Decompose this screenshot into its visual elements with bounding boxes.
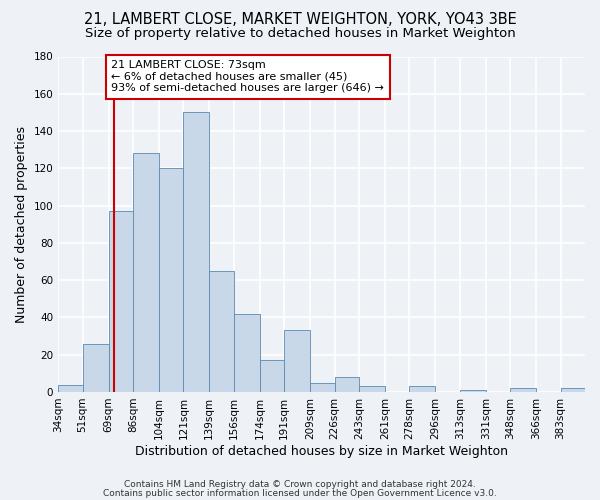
Bar [184, 112, 209, 392]
Bar [510, 388, 536, 392]
Bar [310, 382, 335, 392]
Bar [460, 390, 485, 392]
Text: Contains HM Land Registry data © Crown copyright and database right 2024.: Contains HM Land Registry data © Crown c… [124, 480, 476, 489]
Bar [234, 314, 260, 392]
Bar [409, 386, 435, 392]
Text: Contains public sector information licensed under the Open Government Licence v3: Contains public sector information licen… [103, 488, 497, 498]
Bar [260, 360, 284, 392]
Bar [335, 377, 359, 392]
Text: 21 LAMBERT CLOSE: 73sqm
← 6% of detached houses are smaller (45)
93% of semi-det: 21 LAMBERT CLOSE: 73sqm ← 6% of detached… [112, 60, 385, 94]
Y-axis label: Number of detached properties: Number of detached properties [15, 126, 28, 322]
Bar [109, 211, 133, 392]
Bar [159, 168, 184, 392]
Bar [58, 384, 83, 392]
Bar [359, 386, 385, 392]
Bar [133, 154, 159, 392]
Text: 21, LAMBERT CLOSE, MARKET WEIGHTON, YORK, YO43 3BE: 21, LAMBERT CLOSE, MARKET WEIGHTON, YORK… [83, 12, 517, 28]
X-axis label: Distribution of detached houses by size in Market Weighton: Distribution of detached houses by size … [135, 444, 508, 458]
Text: Size of property relative to detached houses in Market Weighton: Size of property relative to detached ho… [85, 28, 515, 40]
Bar [83, 344, 109, 392]
Bar [284, 330, 310, 392]
Bar [560, 388, 585, 392]
Bar [209, 271, 234, 392]
